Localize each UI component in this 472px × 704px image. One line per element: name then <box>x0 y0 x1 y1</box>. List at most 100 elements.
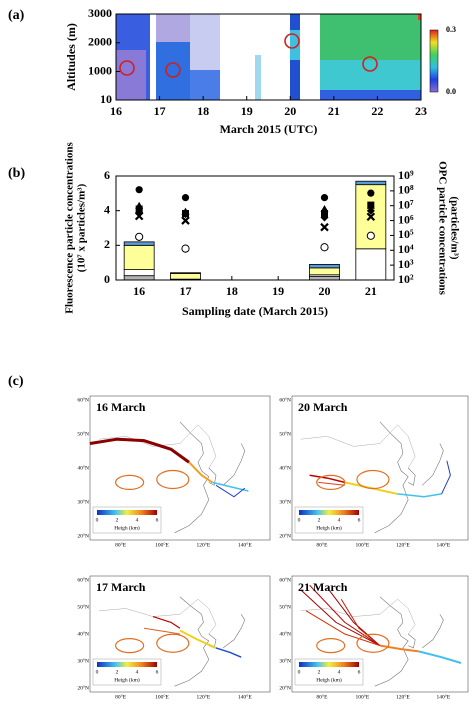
lon-label: 120°E <box>396 541 410 548</box>
marker <box>136 186 143 193</box>
colorbar-tick: 6 <box>358 669 361 675</box>
marker <box>321 194 328 201</box>
lon-label: 120°E <box>196 541 210 548</box>
y-tick-label: 0 <box>104 272 110 286</box>
lon-label: 80°E <box>115 693 127 700</box>
y-tick-label: 2000 <box>88 35 112 49</box>
colorbar-tick-label: 0.0 <box>446 87 456 96</box>
panel-label: (b) <box>8 166 25 181</box>
y-tick-label: 6 <box>104 168 110 182</box>
lon-label: 140°E <box>238 541 252 548</box>
x-tick-label: 17 <box>180 284 192 298</box>
lat-label: 50°N <box>77 430 89 437</box>
lat-label: 30°N <box>279 657 291 664</box>
x-tick-label: 21 <box>328 104 340 118</box>
lat-label: 40°N <box>77 630 89 637</box>
bar-segment <box>310 277 340 280</box>
bar-segment <box>356 181 386 184</box>
lon-label: 140°E <box>238 693 252 700</box>
lat-label: 20°N <box>77 684 89 691</box>
y2-tick-label: 10⁵ <box>398 227 414 241</box>
lon-label: 100°E <box>355 541 369 548</box>
marker <box>367 190 374 197</box>
y-tick-label: 10 <box>100 92 112 106</box>
x-tick-label: 23 <box>415 104 427 118</box>
lat-label: 40°N <box>279 630 291 637</box>
plot-frame <box>116 176 394 280</box>
y2-axis-label: (particles/m³) <box>448 196 460 260</box>
colorbar-tick: 0 <box>298 517 301 523</box>
bar-segment <box>124 242 154 245</box>
colorbar-label: Heigh (km) <box>316 676 342 683</box>
lon-label: 80°E <box>316 693 328 700</box>
colorbar <box>97 662 157 667</box>
lon-label: 120°E <box>396 693 410 700</box>
x-axis-label: Sampling date (March 2015) <box>182 304 328 318</box>
map: 21 March60°N50°N40°N30°N20°N80°E100°E120… <box>279 576 468 700</box>
y-tick-label: 4 <box>104 202 110 216</box>
lon-label: 100°E <box>155 541 169 548</box>
colorbar-label: Heigh (km) <box>114 524 140 531</box>
x-tick-label: 16 <box>133 284 145 298</box>
y2-tick-label: 10⁸ <box>398 183 414 197</box>
colorbar-tick: 2 <box>318 517 321 523</box>
colorbar <box>299 662 359 667</box>
panel-label: (a) <box>8 8 25 23</box>
lat-label: 20°N <box>279 684 291 691</box>
map-title: 21 March <box>298 580 348 594</box>
y-tick-label: 2 <box>104 237 110 251</box>
heatmap-image <box>116 14 438 100</box>
bar-segment <box>171 273 201 279</box>
x-tick-label: 18 <box>197 104 209 118</box>
bar-segment <box>356 249 386 280</box>
colorbar-tick: 4 <box>338 669 341 675</box>
lat-label: 50°N <box>279 603 291 610</box>
map: 20 March60°N50°N40°N30°N20°N80°E100°E120… <box>279 396 468 548</box>
figure: (a)161718192021222310100020003000March 2… <box>0 0 472 704</box>
lon-label: 100°E <box>155 693 169 700</box>
colorbar-tick: 4 <box>136 517 139 523</box>
marker <box>321 244 328 251</box>
colorbar-tick: 0 <box>298 669 301 675</box>
marker <box>367 232 374 239</box>
lon-label: 140°E <box>436 541 450 548</box>
marker <box>182 245 189 252</box>
colorbar-tick: 6 <box>156 669 159 675</box>
bar-segment <box>124 276 154 280</box>
y2-tick-label: 10² <box>398 272 414 286</box>
lat-label: 60°N <box>279 396 291 403</box>
x-tick-label: 19 <box>272 284 284 298</box>
x-tick-label: 19 <box>241 104 253 118</box>
x-tick-label: 21 <box>365 284 377 298</box>
colorbar-tick: 6 <box>358 517 361 523</box>
colorbar-tick: 4 <box>136 669 139 675</box>
x-tick-label: 17 <box>154 104 166 118</box>
colorbar-label: Heigh (km) <box>316 524 342 531</box>
lat-label: 60°N <box>77 576 89 583</box>
y-axis-label: Fluorescence particle concentrations <box>64 142 76 314</box>
colorbar-tick: 2 <box>318 669 321 675</box>
lon-label: 80°E <box>115 541 127 548</box>
marker <box>182 194 189 201</box>
bar-segment <box>310 268 340 275</box>
x-tick-label: 20 <box>284 104 296 118</box>
x-axis-label: March 2015 (UTC) <box>220 122 318 136</box>
x-tick-label: 16 <box>110 104 122 118</box>
colorbar-tick: 0 <box>96 517 99 523</box>
colorbar-tick: 2 <box>116 669 119 675</box>
colorbar-tick-label: 0.3 <box>446 25 456 34</box>
lat-label: 40°N <box>77 464 89 471</box>
y2-tick-label: 10⁴ <box>398 242 414 256</box>
lat-label: 50°N <box>77 603 89 610</box>
y2-tick-label: 10⁶ <box>398 212 414 226</box>
colorbar-tick: 4 <box>338 517 341 523</box>
colorbar-label: Heigh (km) <box>114 676 140 683</box>
y2-tick-label: 10³ <box>398 257 414 271</box>
y2-axis-label: OPC particle concentrations <box>436 161 448 296</box>
x-tick-label: 20 <box>319 284 331 298</box>
lat-label: 30°N <box>77 498 89 505</box>
lat-label: 20°N <box>77 532 89 539</box>
colorbar-tick: 6 <box>156 517 159 523</box>
y2-tick-label: 10⁹ <box>398 168 414 182</box>
lat-label: 60°N <box>77 396 89 403</box>
